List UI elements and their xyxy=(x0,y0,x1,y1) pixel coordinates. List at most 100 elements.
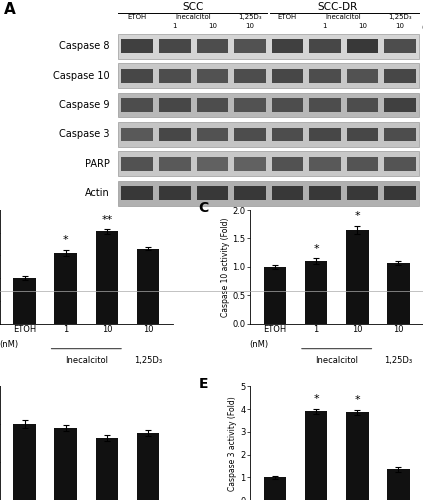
Text: (nM): (nM) xyxy=(250,340,269,348)
Text: ETOH: ETOH xyxy=(128,14,147,20)
Bar xyxy=(309,69,341,82)
Text: 10: 10 xyxy=(245,23,254,29)
Bar xyxy=(347,128,378,141)
Y-axis label: Caspase 3 activity (Fold): Caspase 3 activity (Fold) xyxy=(228,396,237,490)
Bar xyxy=(121,98,153,112)
Bar xyxy=(272,69,303,82)
Bar xyxy=(55,428,77,500)
Bar xyxy=(159,40,190,53)
Text: Caspase 10: Caspase 10 xyxy=(53,70,110,81)
Bar xyxy=(121,186,153,200)
Text: (nM): (nM) xyxy=(0,340,18,348)
Text: ETOH: ETOH xyxy=(278,14,297,20)
Bar xyxy=(272,128,303,141)
Text: Inecalcitol: Inecalcitol xyxy=(326,14,362,20)
Bar xyxy=(347,98,378,112)
Text: 10: 10 xyxy=(208,23,217,29)
Text: 1: 1 xyxy=(323,23,327,29)
Bar xyxy=(387,263,409,324)
Bar xyxy=(197,128,228,141)
Bar xyxy=(309,157,341,171)
Bar xyxy=(159,69,190,82)
Bar xyxy=(234,186,266,200)
Bar xyxy=(272,186,303,200)
Bar xyxy=(118,122,419,147)
Bar xyxy=(347,157,378,171)
Bar xyxy=(309,128,341,141)
Bar xyxy=(96,438,118,500)
Text: E: E xyxy=(198,377,208,391)
Bar xyxy=(384,157,416,171)
Text: 1,25D₃: 1,25D₃ xyxy=(384,356,412,364)
Bar xyxy=(384,69,416,82)
Bar xyxy=(305,261,327,324)
Text: 1,25D₃: 1,25D₃ xyxy=(134,356,162,364)
Bar xyxy=(118,92,419,118)
Text: Caspase 9: Caspase 9 xyxy=(60,100,110,110)
Text: Caspase 3: Caspase 3 xyxy=(60,130,110,140)
Bar xyxy=(197,186,228,200)
Bar xyxy=(234,128,266,141)
Bar xyxy=(347,40,378,53)
Bar xyxy=(387,470,409,500)
Bar xyxy=(121,40,153,53)
Bar xyxy=(96,232,118,324)
Bar xyxy=(159,157,190,171)
Bar xyxy=(309,186,341,200)
Bar xyxy=(384,40,416,53)
Bar xyxy=(159,186,190,200)
Bar xyxy=(55,253,77,324)
Bar xyxy=(234,98,266,112)
Bar xyxy=(384,128,416,141)
Bar xyxy=(264,267,286,324)
Text: SCC: SCC xyxy=(183,2,204,12)
Bar xyxy=(384,98,416,112)
Bar xyxy=(121,128,153,141)
Text: *: * xyxy=(313,394,319,404)
Bar xyxy=(347,69,378,82)
Bar xyxy=(14,278,36,324)
Bar xyxy=(272,98,303,112)
Text: 1: 1 xyxy=(173,23,177,29)
Bar xyxy=(118,152,419,176)
Bar xyxy=(272,157,303,171)
Bar xyxy=(118,34,419,58)
Bar xyxy=(14,424,36,500)
Text: Inecalcitol: Inecalcitol xyxy=(176,14,212,20)
Bar xyxy=(347,186,378,200)
Text: 10: 10 xyxy=(396,23,404,29)
Bar xyxy=(264,478,286,500)
Text: (nM): (nM) xyxy=(421,23,423,30)
Bar xyxy=(234,40,266,53)
Bar xyxy=(346,412,368,500)
Y-axis label: Caspase 10 activity (Fold): Caspase 10 activity (Fold) xyxy=(220,217,230,316)
Bar xyxy=(137,434,159,500)
Text: 1,25D₃: 1,25D₃ xyxy=(238,14,261,20)
Text: Inecalcitol: Inecalcitol xyxy=(315,356,358,364)
Bar xyxy=(309,40,341,53)
Text: 1,25D₃: 1,25D₃ xyxy=(388,14,412,20)
Bar xyxy=(118,180,419,206)
Bar xyxy=(197,157,228,171)
Text: PARP: PARP xyxy=(85,159,110,169)
Bar xyxy=(197,69,228,82)
Bar xyxy=(309,98,341,112)
Text: C: C xyxy=(198,201,209,215)
Text: Inecalcitol: Inecalcitol xyxy=(65,356,108,364)
Text: **: ** xyxy=(101,214,113,224)
Bar xyxy=(272,40,303,53)
Bar xyxy=(346,230,368,324)
Bar xyxy=(234,157,266,171)
Bar xyxy=(121,157,153,171)
Text: Actin: Actin xyxy=(85,188,110,198)
Bar xyxy=(118,63,419,88)
Text: Caspase 8: Caspase 8 xyxy=(60,41,110,51)
Text: SCC-DR: SCC-DR xyxy=(318,2,358,12)
Bar xyxy=(159,128,190,141)
Text: *: * xyxy=(313,244,319,254)
Bar xyxy=(305,412,327,500)
Text: *: * xyxy=(63,236,69,246)
Text: A: A xyxy=(4,2,16,17)
Bar xyxy=(137,248,159,324)
Bar xyxy=(197,40,228,53)
